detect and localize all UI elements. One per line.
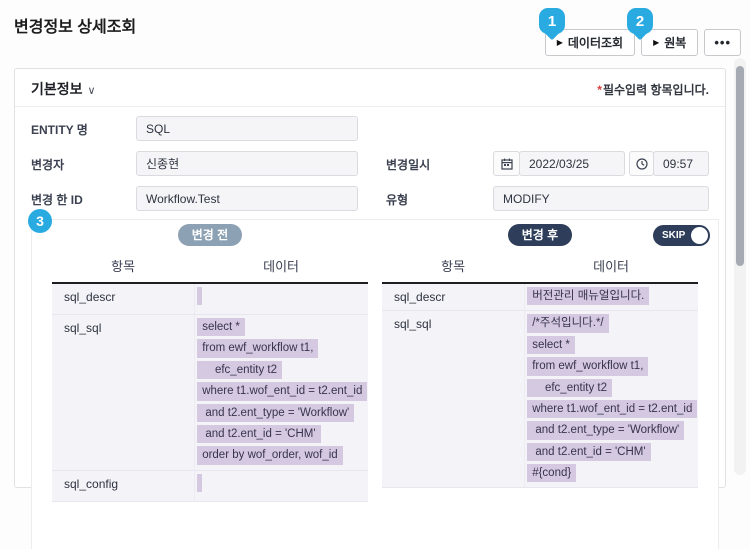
code-line: #{cond} xyxy=(527,464,577,483)
change-date-field[interactable]: 2022/03/25 xyxy=(519,151,625,176)
after-table-body: sql_descr 버전관리 매뉴얼입니다. sql_sql /*주석입니다.*/ se… xyxy=(382,284,698,489)
annotation-pin-3: 3 xyxy=(28,209,52,233)
code-line: and t2.ent_id = 'CHM' xyxy=(527,442,651,461)
section-title-label: 기본정보 xyxy=(31,81,83,97)
type-field[interactable]: MODIFY xyxy=(493,186,709,211)
scrollbar-thumb[interactable] xyxy=(736,66,744,266)
column-header-data: 데이터 xyxy=(263,259,300,274)
row-data-cell: /*주석입니다.*/select * from ewf_workflow t1, … xyxy=(524,311,698,488)
table-row: sql_sql /*주석입니다.*/ select * from ewf_workfl… xyxy=(382,311,698,489)
skip-toggle-label: SKIP xyxy=(662,230,686,241)
required-asterisk-icon: * xyxy=(597,83,602,97)
calendar-icon xyxy=(500,158,513,170)
clock-button[interactable] xyxy=(629,151,654,176)
table-row: sql_config xyxy=(52,470,368,502)
restore-button-label: 원복 xyxy=(664,36,687,50)
code-line: order by wof_order, wof_id xyxy=(197,446,343,465)
column-header-item: 항목 xyxy=(111,259,136,274)
more-button[interactable]: ••• xyxy=(704,29,741,56)
changer-label: 변경자 xyxy=(31,158,65,172)
code-line xyxy=(197,473,203,492)
change-date-value: 2022/03/25 xyxy=(529,156,590,171)
code-line: select * xyxy=(527,335,575,355)
table-row: sql_descr xyxy=(52,284,368,315)
before-table-body: sql_descr sql_sql select * from ewf_workflo… xyxy=(52,284,368,502)
chevron-down-icon: ∨ xyxy=(87,85,96,97)
row-item-label: sql_descr xyxy=(394,290,446,304)
change-time-field[interactable]: 09:57 xyxy=(653,151,709,176)
code-line xyxy=(197,287,203,305)
row-item-label: sql_sql xyxy=(394,317,432,332)
changed-id-value: Workflow.Test xyxy=(146,191,220,206)
row-data-cell: select * from ewf_workflow t1, efc_entity… xyxy=(194,315,368,470)
before-table-header: 항목 데이터 xyxy=(52,256,368,284)
entity-name-field[interactable]: SQL xyxy=(136,116,358,141)
vertical-scrollbar[interactable] xyxy=(734,58,746,475)
ellipsis-icon: ••• xyxy=(714,35,731,50)
row-data-cell: 버전관리 매뉴얼입니다. xyxy=(524,284,698,311)
row-item-label: sql_descr xyxy=(64,290,116,304)
required-note: *필수입력 항목입니다. xyxy=(597,83,709,97)
restore-button[interactable]: ▶ 원복 xyxy=(641,29,699,56)
code-line: and t2.ent_type = 'Workflow' xyxy=(527,421,685,440)
changed-id-label: 변경 한 ID xyxy=(31,193,83,207)
before-table: 항목 데이터 sql_descr sql_sql select * from ewf_… xyxy=(52,256,368,502)
app-window: 변경정보 상세조회 ▶ 데이터조회 ▶ 원복 ••• 1 2 3 기본정보 ∨ *… xyxy=(0,0,750,475)
code-line: where t1.wof_ent_id = t2.ent_id xyxy=(197,382,368,401)
annotation-pin-1: 1 xyxy=(539,8,565,34)
column-header-data: 데이터 xyxy=(593,259,630,274)
clock-icon xyxy=(635,157,648,170)
after-table: 항목 데이터 sql_descr 버전관리 매뉴얼입니다. sql_sql /*주석입… xyxy=(382,256,698,489)
before-badge: 변경 전 xyxy=(177,224,243,247)
after-table-header: 항목 데이터 xyxy=(382,256,698,284)
code-line: 버전관리 매뉴얼입니다. xyxy=(527,287,650,306)
type-value: MODIFY xyxy=(503,191,550,206)
change-datetime-label: 변경일시 xyxy=(386,158,431,172)
table-row: sql_sql select * from ewf_workflow t1, efc… xyxy=(52,315,368,471)
row-item-label: sql_sql xyxy=(64,321,102,335)
entity-name-value: SQL xyxy=(146,121,171,136)
after-badge-zone: 변경 후 xyxy=(382,224,698,248)
data-query-button-label: 데이터조회 xyxy=(567,36,624,50)
toolbar: ▶ 데이터조회 ▶ 원복 ••• xyxy=(544,29,741,56)
entity-name-label: ENTITY 명 xyxy=(31,123,88,137)
row-data-cell xyxy=(194,284,368,314)
code-line: select * xyxy=(197,318,245,337)
data-query-button[interactable]: ▶ 데이터조회 xyxy=(544,29,636,56)
code-line: efc_entity t2 xyxy=(197,360,282,380)
code-line: efc_entity t2 xyxy=(527,378,612,397)
code-line: from ewf_workflow t1, xyxy=(197,339,319,358)
code-line: and t2.ent_id = 'CHM' xyxy=(197,424,321,444)
play-icon: ▶ xyxy=(556,37,563,47)
type-label: 유형 xyxy=(386,193,409,207)
row-item-label: sql_config xyxy=(64,476,119,491)
section-toggle-basic-info[interactable]: 기본정보 ∨ xyxy=(31,79,96,99)
code-line: and t2.ent_type = 'Workflow' xyxy=(197,403,355,422)
toggle-knob xyxy=(691,227,708,244)
code-line: /*주석입니다.*/ xyxy=(527,314,609,333)
annotation-pin-2: 2 xyxy=(627,8,653,34)
row-data-cell xyxy=(194,470,368,501)
changed-id-field[interactable]: Workflow.Test xyxy=(136,186,358,211)
table-row: sql_descr 버전관리 매뉴얼입니다. xyxy=(382,284,698,312)
skip-toggle[interactable]: SKIP xyxy=(653,225,710,246)
after-badge: 변경 후 xyxy=(507,224,573,247)
play-icon: ▶ xyxy=(653,37,660,47)
code-line: where t1.wof_ent_id = t2.ent_id xyxy=(527,399,698,419)
page-title: 변경정보 상세조회 xyxy=(14,19,137,36)
code-line: from ewf_workflow t1, xyxy=(527,357,649,376)
change-time-value: 09:57 xyxy=(663,156,694,171)
comparison-section: 변경 전 변경 후 SKIP 항목 데이터 sql_descr sql_sql se… xyxy=(31,219,719,549)
changer-field[interactable]: 신종현 xyxy=(136,151,358,176)
changer-value: 신종현 xyxy=(146,157,180,171)
calendar-button[interactable] xyxy=(493,151,520,176)
column-header-item: 항목 xyxy=(441,259,466,274)
before-badge-zone: 변경 전 xyxy=(52,224,368,248)
panel-header: 기본정보 ∨ *필수입력 항목입니다. xyxy=(15,69,725,107)
basic-info-panel: 기본정보 ∨ *필수입력 항목입니다. ENTITY 명 SQL 변경자 신종현 … xyxy=(14,68,726,549)
